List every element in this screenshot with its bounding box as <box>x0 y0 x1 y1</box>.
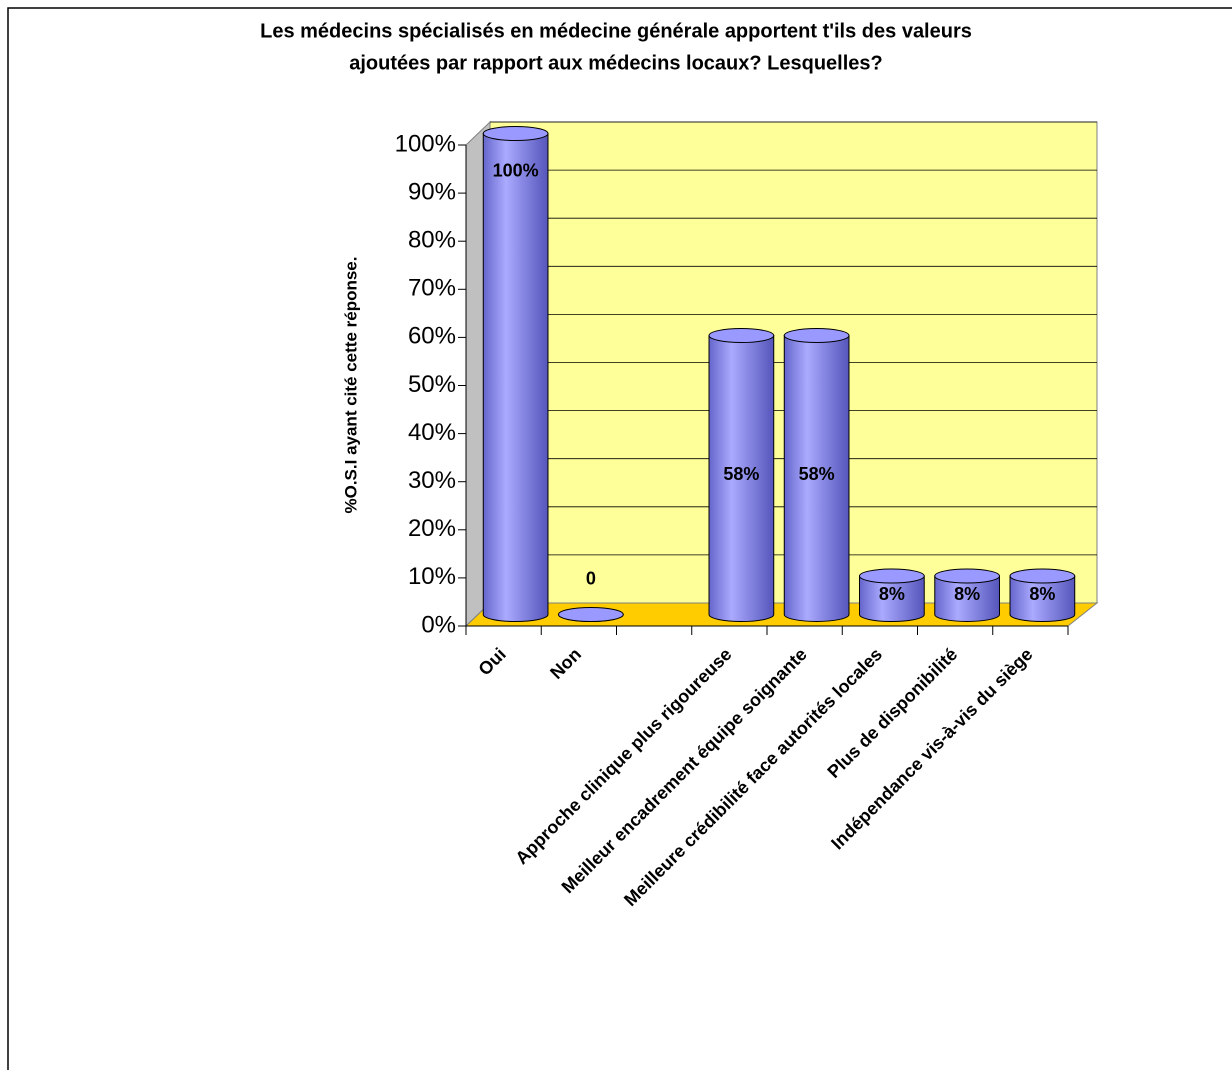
bar <box>934 575 1000 622</box>
value-label: 58% <box>723 464 759 484</box>
bar <box>859 575 925 622</box>
bar <box>783 335 850 622</box>
y-tick-label: 90% <box>408 178 456 205</box>
bar <box>708 335 775 622</box>
chart-title: ajoutées par rapport aux médecins locaux… <box>349 52 883 74</box>
bar-top <box>558 607 624 622</box>
bar-top <box>482 126 549 141</box>
y-tick-label: 30% <box>408 467 456 494</box>
bar-top <box>1009 568 1076 584</box>
value-label: 8% <box>954 584 980 604</box>
y-tick-label: 0% <box>421 611 456 638</box>
bar-top <box>859 568 925 584</box>
value-label: 8% <box>1029 584 1055 604</box>
y-axis-label: %O.S.I ayant cité cette réponse. <box>341 257 360 514</box>
bar <box>1009 575 1076 622</box>
y-tick-label: 40% <box>408 419 456 446</box>
value-label: 0 <box>586 568 596 588</box>
y-tick-label: 80% <box>408 227 456 254</box>
y-tick-label: 60% <box>408 323 456 350</box>
value-label: 8% <box>879 584 905 604</box>
bar <box>482 133 549 622</box>
bar-top <box>708 328 775 344</box>
y-tick-label: 100% <box>395 130 456 157</box>
y-tick-label: 10% <box>408 563 456 590</box>
bar-top <box>783 328 850 344</box>
value-label: 58% <box>799 464 835 484</box>
value-label: 100% <box>493 160 539 180</box>
y-tick-label: 20% <box>408 515 456 542</box>
bar-top <box>934 568 1000 584</box>
y-tick-label: 50% <box>408 371 456 398</box>
y-tick-label: 70% <box>408 275 456 302</box>
chart-title: Les médecins spécialisés en médecine gén… <box>260 20 972 42</box>
